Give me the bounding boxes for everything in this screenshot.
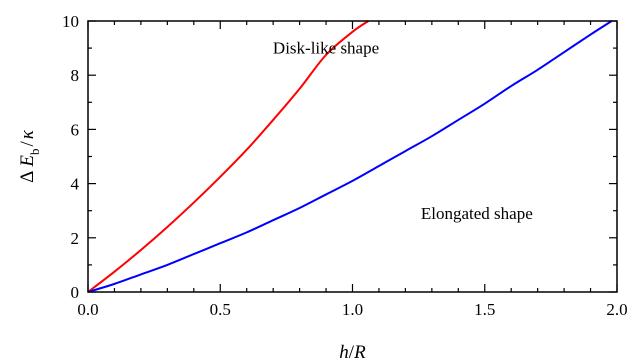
x-tick-label: 0.0 bbox=[77, 300, 98, 319]
y-axis-title-sep: / bbox=[17, 141, 38, 147]
y-tick-labels: 0 2 4 6 8 10 bbox=[62, 12, 80, 302]
x-tick-label: 2.0 bbox=[606, 300, 627, 319]
y-axis-title-delta: Δ bbox=[17, 171, 38, 183]
x-tick-labels: 0.0 0.5 1.0 1.5 2.0 bbox=[77, 300, 627, 319]
y-tick-label: 4 bbox=[71, 175, 80, 194]
tick-marks bbox=[87, 20, 618, 293]
x-axis-title-main: h bbox=[339, 342, 349, 363]
x-tick-label: 1.5 bbox=[474, 300, 495, 319]
y-axis-title-sub: b bbox=[27, 149, 42, 156]
plot-frame bbox=[87, 20, 618, 293]
series-line-disk-like-shape bbox=[87, 20, 369, 293]
annotation-elongated-shape: Elongated shape bbox=[421, 204, 533, 223]
y-axis-title-main: E bbox=[17, 155, 38, 168]
x-axis-title-sep: / bbox=[349, 342, 355, 363]
y-tick-label: 10 bbox=[62, 12, 79, 31]
annotation-disk-like-shape: Disk-like shape bbox=[273, 39, 379, 58]
y-tick-label: 2 bbox=[71, 229, 80, 248]
y-tick-label: 0 bbox=[71, 283, 80, 302]
x-tick-label: 0.5 bbox=[210, 300, 231, 319]
x-axis-title: h/R bbox=[339, 342, 366, 363]
series-lines bbox=[87, 20, 613, 293]
y-tick-label: 8 bbox=[71, 66, 80, 85]
y-tick-label: 6 bbox=[71, 120, 80, 139]
y-axis-title-tail: κ bbox=[17, 129, 38, 139]
series-line-elongated-shape bbox=[87, 20, 613, 293]
x-tick-label: 1.0 bbox=[342, 300, 363, 319]
x-axis-title-tail: R bbox=[353, 342, 366, 363]
y-axis-title: ΔEb / κ bbox=[17, 129, 42, 183]
